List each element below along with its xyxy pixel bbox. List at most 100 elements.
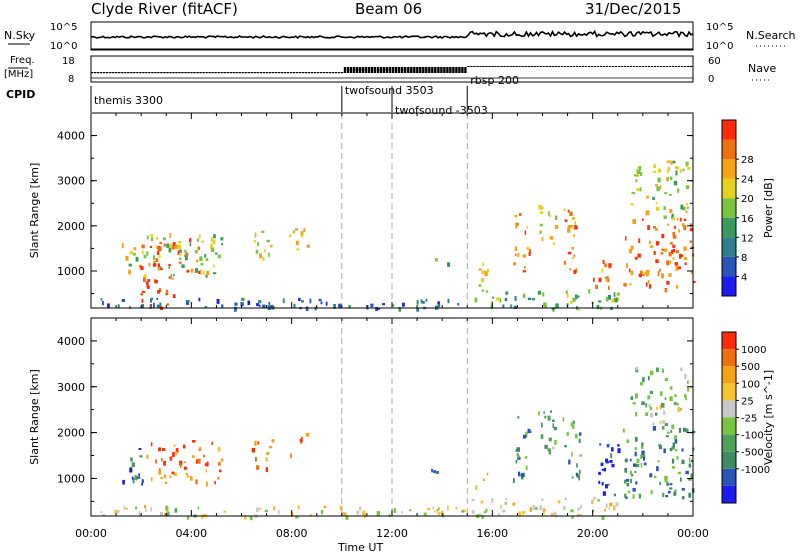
echo-cell: [295, 240, 299, 245]
echo-cell: [611, 463, 615, 468]
echo-cell: [548, 437, 552, 442]
echo-cell: [637, 253, 641, 258]
echo-cell: [169, 233, 171, 238]
echo-cell: [686, 206, 689, 209]
cpid-mode-label: rbsp 200: [470, 74, 519, 87]
freq-point: [232, 72, 235, 74]
x-tick-label: 12:00: [376, 527, 408, 540]
echo-cell: [648, 376, 650, 381]
echo-cell: [636, 464, 640, 468]
echo-cell: [199, 446, 202, 450]
echo-cell: [552, 419, 555, 422]
echo-cell: [282, 298, 285, 304]
echo-cell: [214, 481, 216, 485]
echo-cell: [215, 252, 218, 255]
echo-cell: [447, 505, 449, 511]
freq-point: [497, 66, 500, 67]
echo-cell: [656, 186, 660, 192]
echo-cell: [605, 503, 608, 509]
echo-cell: [163, 243, 166, 247]
echo-cell: [606, 483, 610, 486]
echo-cell: [661, 234, 665, 239]
echo-cell: [688, 478, 692, 481]
echo-cell: [462, 509, 466, 512]
echo-cell: [601, 482, 604, 486]
echo-cell: [595, 284, 598, 290]
echo-cell: [513, 262, 516, 266]
echo-cell: [672, 244, 676, 248]
echo-cell: [539, 211, 544, 214]
freq-point: [470, 66, 473, 67]
echo-cell: [278, 509, 280, 515]
echo-cell: [571, 225, 574, 229]
echo-cell: [241, 297, 245, 301]
echo-cell: [614, 298, 618, 303]
echo-cell: [180, 253, 182, 256]
echo-cell: [306, 244, 310, 248]
echo-cell: [678, 427, 682, 433]
echo-cell: [659, 445, 663, 450]
echo-cell: [632, 494, 635, 499]
echo-cell: [481, 515, 484, 520]
echo-cell: [623, 283, 627, 287]
freq-point: [506, 66, 509, 67]
freq-point: [428, 67, 431, 73]
echo-cell: [253, 240, 256, 243]
echo-cell: [591, 499, 594, 504]
echo-cell: [431, 468, 433, 473]
echo-cell: [677, 188, 680, 193]
echo-cell: [688, 492, 691, 498]
echo-cell: [632, 487, 636, 492]
echo-cell: [655, 259, 659, 263]
echo-cell: [554, 512, 557, 518]
echo-cell: [553, 426, 557, 431]
echo-cell: [605, 461, 609, 464]
echo-cell: [649, 406, 653, 411]
echo-cell: [362, 510, 366, 516]
echo-cell: [646, 210, 650, 216]
echo-cell: [268, 302, 271, 305]
freq-point: [151, 72, 154, 74]
freq-point: [259, 72, 262, 74]
echo-cell: [251, 448, 255, 453]
echo-cell: [670, 242, 673, 245]
echo-cell: [683, 218, 687, 221]
echo-cell: [647, 225, 650, 230]
echo-cell: [376, 307, 380, 310]
echo-cell: [549, 214, 551, 218]
echo-cell: [421, 301, 425, 304]
echo-cell: [258, 507, 261, 510]
echo-cell: [159, 241, 163, 245]
echo-cell: [300, 233, 304, 238]
echo-cell: [624, 467, 628, 473]
freq-point: [142, 72, 145, 74]
echo-cell: [608, 507, 611, 510]
echo-cell: [154, 263, 157, 266]
echo-cell: [358, 506, 362, 511]
echo-cell: [640, 462, 643, 468]
echo-cell: [102, 514, 105, 517]
echo-cell: [535, 506, 538, 510]
echo-cell: [191, 455, 195, 458]
echo-cell: [146, 282, 149, 288]
nsky-label: N.Sky: [4, 29, 36, 42]
freq-point: [419, 67, 422, 73]
echo-cell: [577, 295, 580, 298]
plot-frame: [90, 317, 694, 517]
echo-cell: [643, 462, 647, 466]
echo-cell: [151, 297, 154, 300]
echo-cell: [575, 472, 578, 476]
echo-cell: [517, 457, 521, 460]
freq-point: [352, 67, 356, 73]
echo-cell: [630, 473, 634, 477]
echo-cell: [570, 300, 573, 304]
freq-point: [383, 67, 386, 73]
freq-point: [690, 66, 693, 67]
echo-cell: [542, 292, 545, 297]
colorbar-segment: [722, 366, 736, 384]
echo-cell: [184, 249, 187, 253]
echo-cell: [203, 454, 205, 458]
echo-cell: [524, 230, 527, 235]
echo-cell: [638, 166, 642, 171]
echo-cell: [504, 297, 508, 302]
